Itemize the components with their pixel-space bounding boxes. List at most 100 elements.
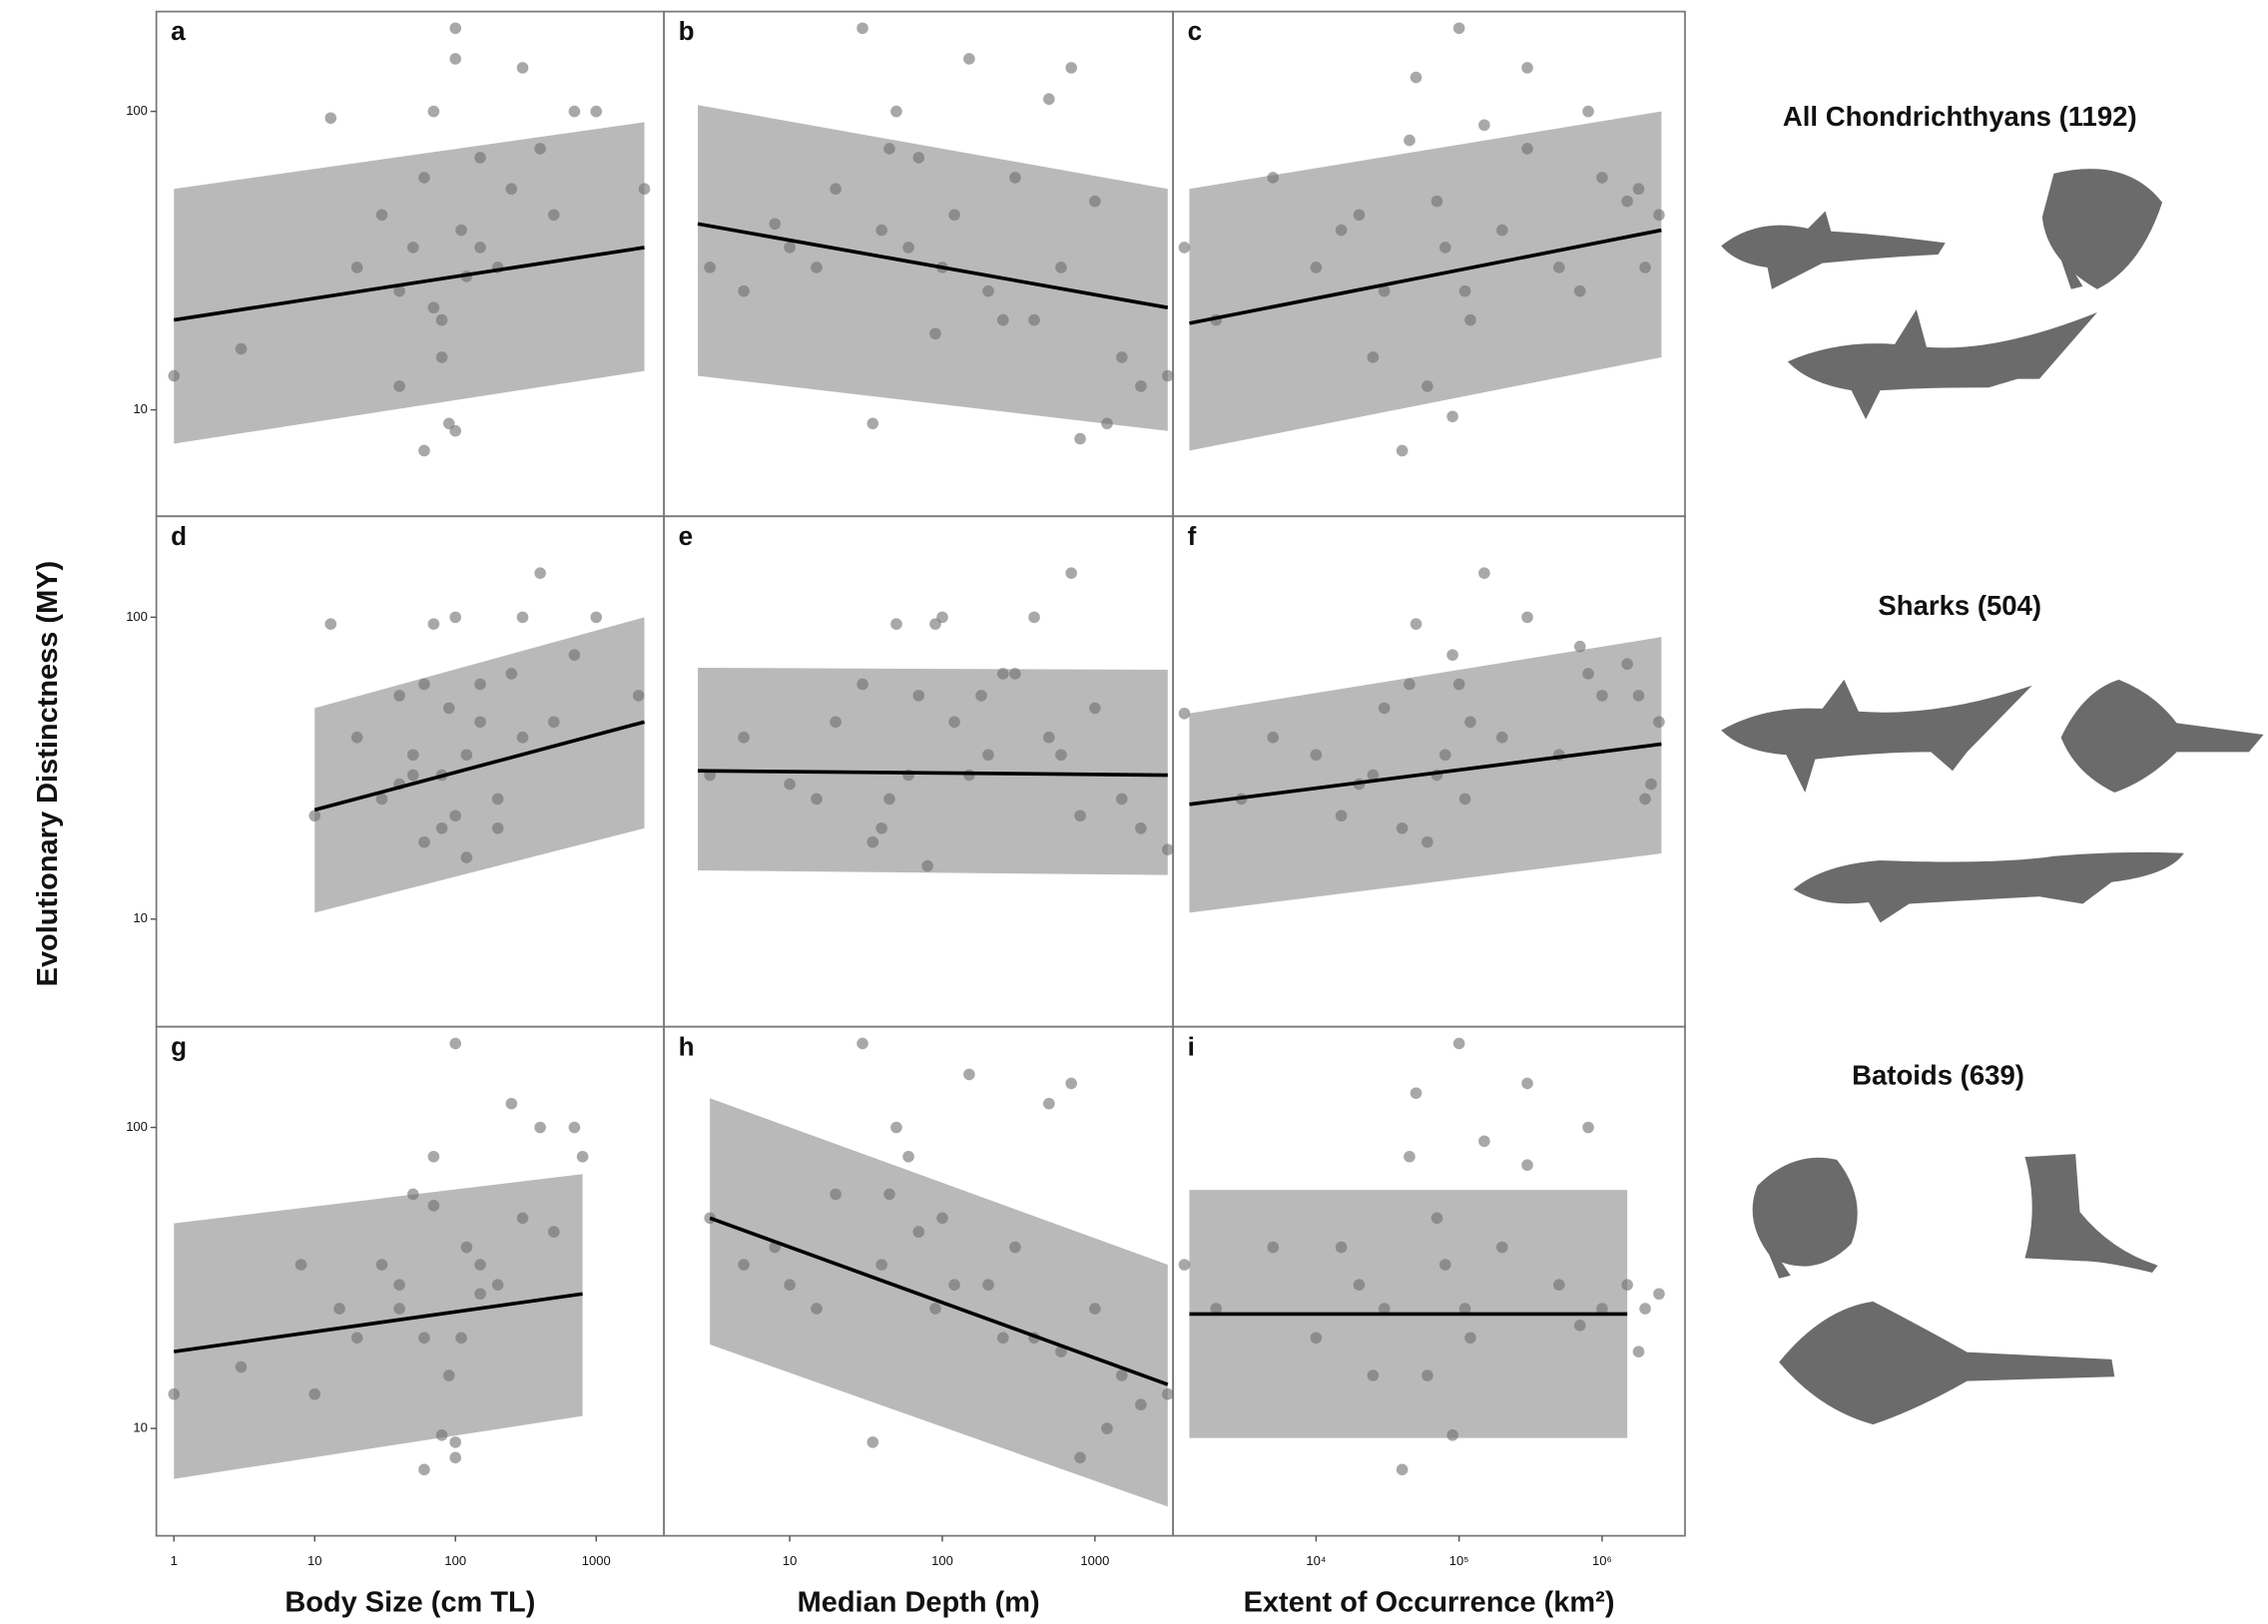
- data-point: [1459, 285, 1471, 297]
- data-point: [1453, 1038, 1465, 1050]
- data-point: [474, 1288, 486, 1300]
- data-point: [1089, 196, 1101, 208]
- data-point: [455, 1333, 467, 1345]
- data-point: [1446, 649, 1458, 661]
- data-point: [890, 618, 902, 630]
- data-point: [1311, 262, 1323, 273]
- panel: g101001101001000Body Size (cm TL): [126, 1027, 664, 1619]
- data-point: [1582, 106, 1594, 118]
- data-point: [738, 1259, 750, 1271]
- data-point: [1453, 679, 1465, 691]
- data-point: [1633, 183, 1645, 195]
- data-point: [1267, 1242, 1279, 1254]
- data-point: [449, 53, 461, 65]
- data-point: [769, 218, 781, 230]
- data-point: [393, 380, 405, 392]
- data-point: [1633, 690, 1645, 702]
- data-point: [590, 106, 602, 118]
- data-point: [1043, 732, 1055, 744]
- data-point: [436, 822, 448, 834]
- data-point: [1065, 62, 1077, 74]
- panel-letter: i: [1188, 1031, 1195, 1061]
- data-point: [1464, 716, 1476, 728]
- figure: Evolutionary Distinctness (MY) All Chond…: [0, 0, 2268, 1624]
- panel-letter: b: [679, 16, 695, 46]
- data-point: [963, 53, 975, 65]
- data-point: [534, 143, 546, 155]
- data-point: [1162, 843, 1174, 855]
- data-point: [866, 836, 878, 848]
- data-point: [1368, 351, 1380, 363]
- data-point: [461, 851, 473, 863]
- group-title: All Chondrichthyans (1192): [1783, 101, 2137, 132]
- panel-letter: c: [1188, 16, 1203, 46]
- data-point: [1162, 1388, 1174, 1400]
- data-point: [1379, 703, 1391, 715]
- data-point: [1055, 749, 1067, 761]
- data-point: [1653, 209, 1665, 221]
- data-point: [1336, 810, 1348, 821]
- ray-silhouette: [2024, 1154, 2157, 1273]
- data-point: [236, 1361, 248, 1373]
- data-point: [1431, 1213, 1443, 1225]
- data-point: [830, 183, 842, 195]
- data-point: [1574, 641, 1586, 653]
- ray-silhouette: [2042, 169, 2162, 289]
- data-point: [407, 770, 419, 782]
- data-point: [1336, 1242, 1348, 1254]
- data-point: [856, 22, 868, 34]
- prediction-band: [1189, 112, 1661, 451]
- data-point: [948, 716, 960, 728]
- data-point: [1135, 380, 1147, 392]
- data-point: [1074, 1452, 1086, 1464]
- silhouettes: [1721, 169, 2263, 1424]
- data-point: [1496, 732, 1508, 744]
- data-point: [1336, 225, 1348, 237]
- y-tick-label: 10: [133, 910, 147, 925]
- data-point: [236, 343, 248, 355]
- data-point: [1135, 822, 1147, 834]
- data-point: [1411, 1087, 1422, 1099]
- data-point: [784, 242, 796, 254]
- data-point: [577, 1151, 589, 1163]
- data-point: [1411, 618, 1422, 630]
- data-point: [1411, 72, 1422, 84]
- data-point: [1464, 1333, 1476, 1345]
- data-point: [407, 1189, 419, 1201]
- data-point: [168, 1388, 180, 1400]
- data-point: [1397, 822, 1409, 834]
- shark-silhouette: [1721, 680, 2031, 793]
- data-point: [902, 1151, 914, 1163]
- data-point: [1521, 612, 1533, 624]
- data-point: [1521, 143, 1533, 155]
- data-point: [875, 225, 887, 237]
- data-point: [1368, 1369, 1380, 1381]
- data-point: [948, 209, 960, 221]
- y-tick-label: 100: [126, 103, 148, 118]
- data-point: [506, 668, 518, 680]
- data-point: [1496, 225, 1508, 237]
- panel-letter: e: [679, 521, 694, 551]
- data-point: [811, 262, 823, 273]
- data-point: [738, 285, 750, 297]
- data-point: [929, 618, 941, 630]
- data-point: [784, 779, 796, 791]
- data-point: [1162, 370, 1174, 382]
- data-point: [1582, 668, 1594, 680]
- data-point: [393, 690, 405, 702]
- data-point: [1621, 1279, 1633, 1291]
- data-point: [436, 351, 448, 363]
- data-point: [1421, 836, 1433, 848]
- data-point: [913, 152, 925, 164]
- data-point: [913, 690, 925, 702]
- data-point: [830, 1189, 842, 1201]
- panel: f: [1173, 516, 1685, 1026]
- y-tick-label: 100: [126, 1119, 148, 1134]
- data-point: [393, 1279, 405, 1291]
- data-point: [1267, 172, 1279, 184]
- data-point: [492, 822, 504, 834]
- prediction-band: [698, 105, 1168, 430]
- panel: c: [1173, 12, 1685, 517]
- data-point: [506, 1098, 518, 1110]
- data-point: [418, 445, 430, 457]
